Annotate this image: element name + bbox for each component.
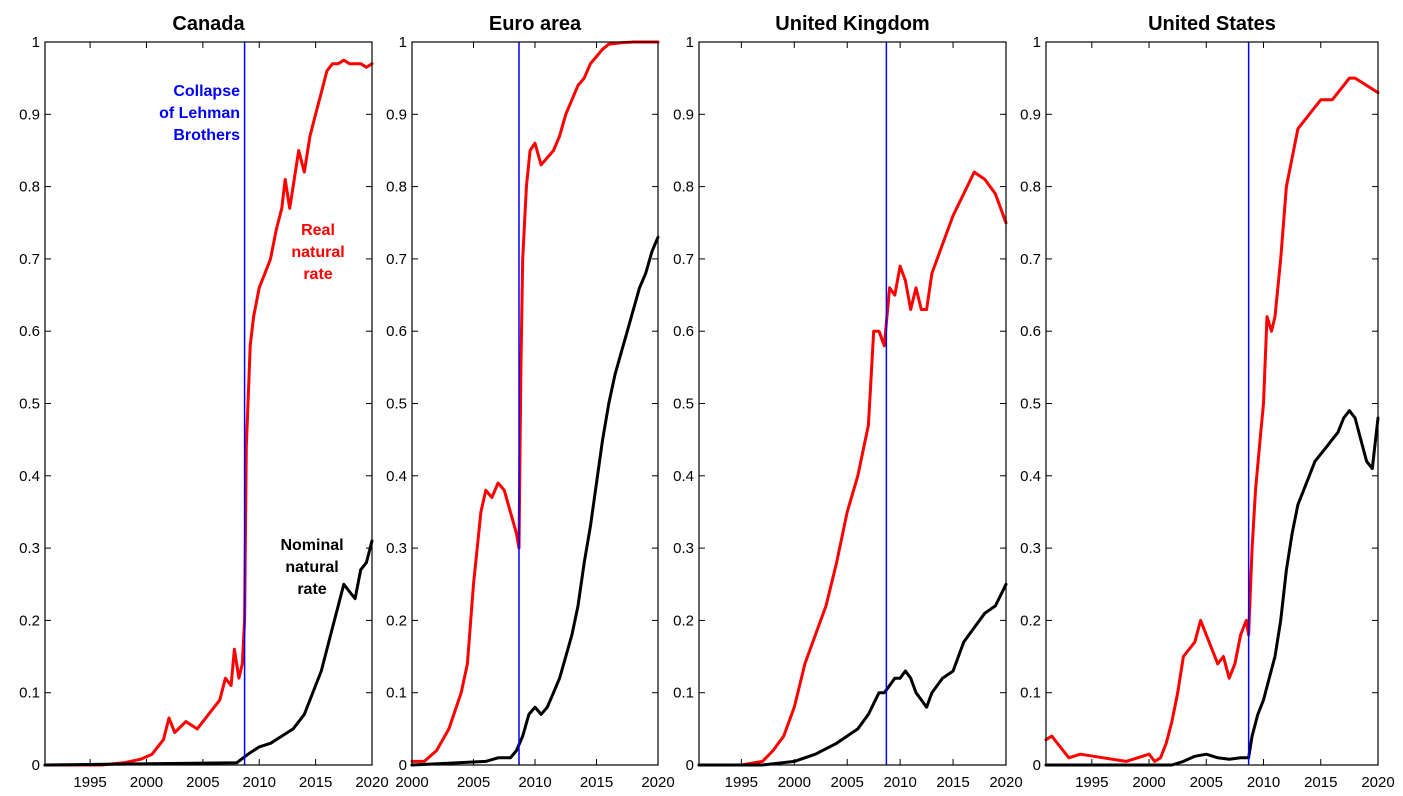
- y-tick-label: 0.7: [386, 251, 407, 268]
- axes-box: [411, 41, 659, 766]
- y-tick-label: 0: [686, 757, 694, 774]
- axes-box: [1045, 41, 1379, 766]
- x-tick-label: 2010: [883, 774, 916, 791]
- lehman-annotation: Collapse: [173, 83, 240, 100]
- y-tick-label: 1: [686, 34, 694, 51]
- panel-2: Euro area 0 0.1 0.2 0.3 0.4 0.5 0.6 0.7 0.8 0.9 1 20…: [386, 13, 675, 791]
- y-tick-label: 1: [399, 34, 407, 51]
- y-tick-label: 0.5: [673, 396, 694, 413]
- y-tick-label: 0.2: [673, 612, 694, 629]
- real-natural-rate-line: [697, 170, 1008, 767]
- y-tick-label: 0.3: [673, 540, 694, 557]
- y-tick-label: 0.6: [386, 323, 407, 340]
- y-tick-label: 0.6: [673, 323, 694, 340]
- nominal-rate-annotation: natural: [285, 559, 338, 576]
- y-tick-label: 0.3: [19, 540, 40, 557]
- y-tick-label: 0.7: [673, 251, 694, 268]
- y-tick-label: 0.2: [386, 612, 407, 629]
- panel-title: United States: [1148, 13, 1276, 35]
- y-tick-label: 0.9: [19, 106, 40, 123]
- x-tick-label: 1995: [73, 774, 106, 791]
- y-tick-label: 0.4: [386, 468, 407, 485]
- y-tick-label: 0.3: [1020, 540, 1041, 557]
- real-rate-annotation: Real: [301, 222, 335, 239]
- real-natural-rate-line: [1044, 76, 1380, 763]
- y-tick-label: 0.4: [673, 468, 694, 485]
- nominal-natural-rate-line: [697, 582, 1008, 767]
- y-tick-label: 0.6: [1020, 323, 1041, 340]
- x-tick-label: 1995: [725, 774, 758, 791]
- x-tick-label: 2020: [1361, 774, 1394, 791]
- axes-box: [698, 41, 1007, 766]
- nominal-rate-annotation: rate: [297, 581, 326, 598]
- panel-1: Canada 0 0.1 0.2 0.3 0.4 0.5 0.6 0.7 0.8 0.9 1 1995 2…: [19, 13, 389, 791]
- y-tick-label: 0.1: [673, 685, 694, 702]
- x-tick-label: 2005: [1190, 774, 1223, 791]
- x-tick-label: 2015: [936, 774, 969, 791]
- panel-title: Euro area: [489, 13, 582, 35]
- y-tick-label: 0.9: [386, 106, 407, 123]
- x-tick-label: 2015: [580, 774, 613, 791]
- nominal-rate-annotation: Nominal: [280, 537, 343, 554]
- y-tick-label: 0.9: [1020, 106, 1041, 123]
- y-tick-label: 0.8: [19, 179, 40, 196]
- y-tick-label: 0.5: [19, 396, 40, 413]
- y-tick-label: 0.8: [1020, 179, 1041, 196]
- y-tick-label: 0: [32, 757, 40, 774]
- y-tick-label: 0.5: [1020, 396, 1041, 413]
- lehman-annotation: Brothers: [173, 127, 240, 144]
- lehman-annotation: of Lehman: [159, 105, 240, 122]
- panel-title: United Kingdom: [775, 13, 929, 35]
- real-natural-rate-line: [43, 58, 374, 767]
- x-tick-label: 2010: [518, 774, 551, 791]
- y-tick-label: 0.4: [1020, 468, 1041, 485]
- y-tick-label: 1: [32, 34, 40, 51]
- real-rate-annotation: natural: [291, 244, 344, 261]
- x-tick-label: 2020: [989, 774, 1022, 791]
- nominal-natural-rate-line: [1044, 409, 1380, 767]
- panel-3: United Kingdom 0 0.1 0.2 0.3 0.4 0.5 0.6 0.7 0.8 0…: [673, 13, 1023, 791]
- real-natural-rate-line: [410, 40, 660, 763]
- x-tick-label: 2000: [130, 774, 163, 791]
- y-tick-label: 0.1: [1020, 685, 1041, 702]
- x-tick-label: 2000: [778, 774, 811, 791]
- x-tick-label: 2005: [457, 774, 490, 791]
- y-tick-label: 0.1: [19, 685, 40, 702]
- x-tick-label: 1995: [1075, 774, 1108, 791]
- y-tick-label: 0.7: [19, 251, 40, 268]
- x-tick-label: 2020: [641, 774, 674, 791]
- y-tick-label: 0.9: [673, 106, 694, 123]
- panel-4: United States 0 0.1 0.2 0.3 0.4 0.5 0.6 0.7 0.8 0.…: [1020, 13, 1395, 791]
- y-tick-label: 0.5: [386, 396, 407, 413]
- y-tick-label: 0.7: [1020, 251, 1041, 268]
- x-tick-label: 2000: [395, 774, 428, 791]
- y-tick-label: 0.4: [19, 468, 40, 485]
- y-tick-label: 0.2: [19, 612, 40, 629]
- y-tick-label: 0.1: [386, 685, 407, 702]
- y-tick-label: 1: [1033, 34, 1041, 51]
- y-tick-label: 0.8: [386, 179, 407, 196]
- nominal-natural-rate-line: [43, 539, 374, 767]
- y-tick-label: 0.8: [673, 179, 694, 196]
- y-tick-label: 0.2: [1020, 612, 1041, 629]
- x-tick-label: 2015: [299, 774, 332, 791]
- x-tick-label: 2005: [831, 774, 864, 791]
- nominal-natural-rate-line: [410, 235, 660, 767]
- x-tick-label: 2010: [243, 774, 276, 791]
- x-tick-label: 2015: [1304, 774, 1337, 791]
- y-tick-label: 0.3: [386, 540, 407, 557]
- axes-box: [44, 41, 373, 766]
- y-tick-label: 0.6: [19, 323, 40, 340]
- y-tick-label: 0: [399, 757, 407, 774]
- panel-title: Canada: [172, 13, 245, 35]
- x-tick-label: 2005: [186, 774, 219, 791]
- x-tick-label: 2010: [1247, 774, 1280, 791]
- y-tick-label: 0: [1033, 757, 1041, 774]
- x-tick-label: 2020: [355, 774, 388, 791]
- real-rate-annotation: rate: [303, 266, 332, 283]
- x-tick-label: 2000: [1132, 774, 1165, 791]
